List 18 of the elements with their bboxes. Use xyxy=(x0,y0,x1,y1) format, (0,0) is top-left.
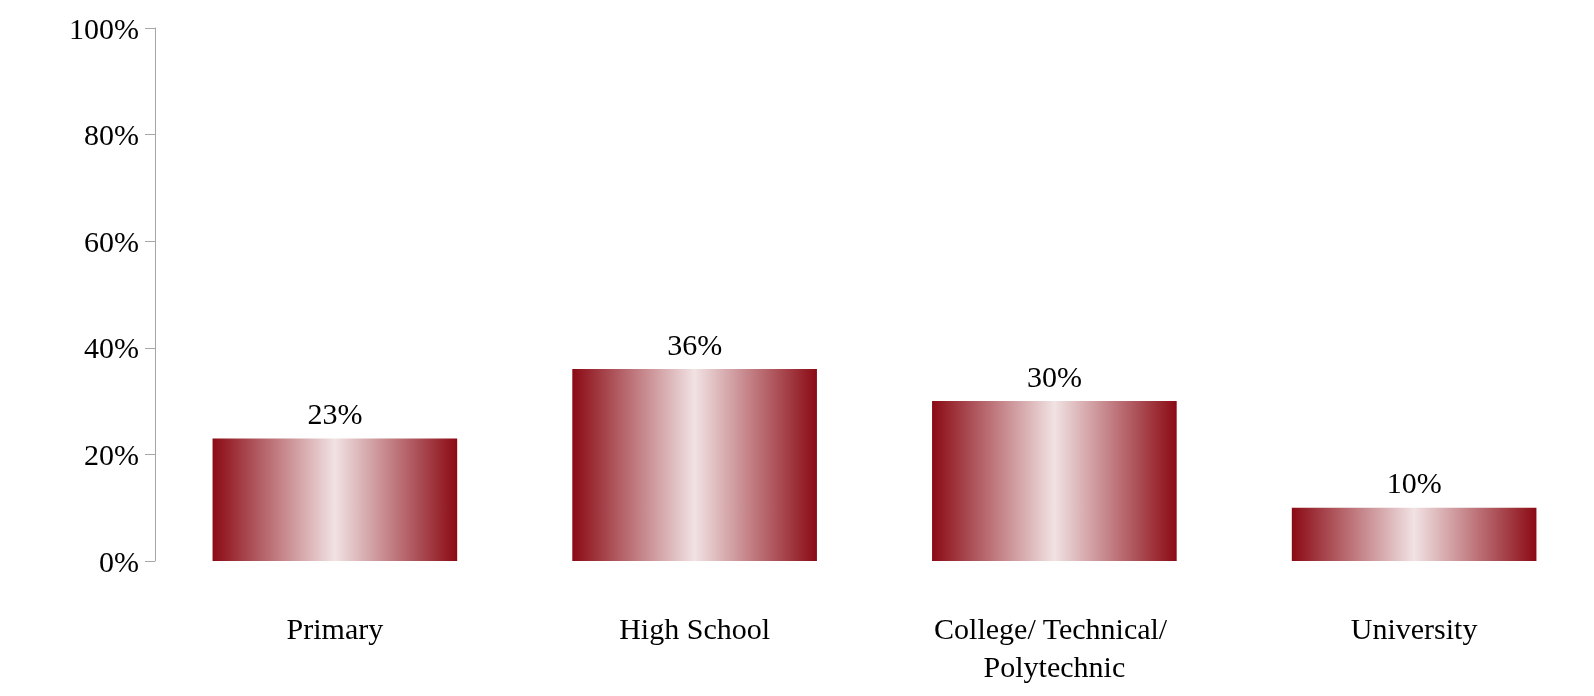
data-label: 10% xyxy=(1386,466,1442,500)
y-tick-label: 100% xyxy=(69,11,139,45)
y-tick-label: 80% xyxy=(84,118,139,152)
bar xyxy=(212,438,458,561)
bar xyxy=(572,369,817,561)
x-tick-label: High School xyxy=(619,611,771,645)
bar xyxy=(1291,507,1537,561)
data-label: 36% xyxy=(667,327,723,361)
y-tick-label: 20% xyxy=(84,437,139,471)
x-tick-label: University xyxy=(1350,611,1478,645)
y-tick-label: 60% xyxy=(84,224,139,258)
bar xyxy=(932,401,1177,561)
y-tick-label: 40% xyxy=(84,331,139,365)
data-label: 30% xyxy=(1026,359,1082,393)
x-tick-label: Primary xyxy=(286,611,384,645)
data-label: 23% xyxy=(307,396,363,430)
x-tick-label: College/ Technical/ Polytechnic xyxy=(934,611,1175,683)
y-tick-label: 0% xyxy=(99,544,139,578)
